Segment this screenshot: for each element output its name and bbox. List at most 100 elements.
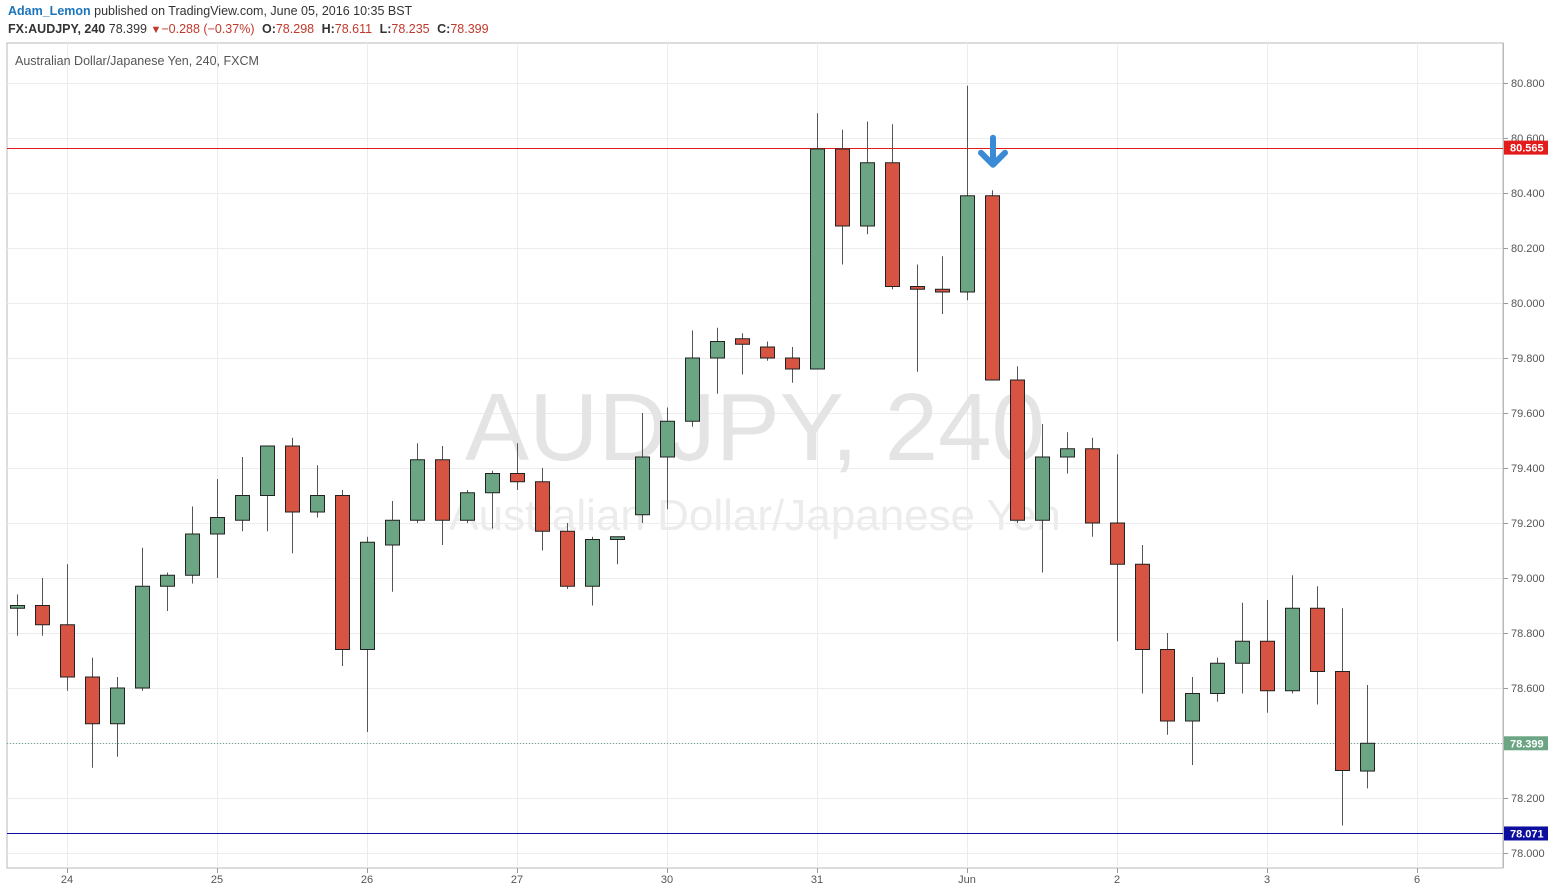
time-tick-label: 30 [661,874,673,886]
candle-down[interactable] [1135,563,1150,650]
price-tick-label: 80.200 [1511,243,1545,255]
time-tick-label: 25 [211,874,223,886]
price-tick-label: 79.600 [1511,408,1545,420]
candle-up[interactable] [160,574,175,587]
candle-down[interactable] [510,473,525,483]
candle-down[interactable] [985,195,1000,381]
candle-up[interactable] [685,357,700,422]
candle-up[interactable] [135,585,150,689]
candle-up[interactable] [260,445,275,496]
support-price-tag [1504,826,1548,841]
price-tick-label: 78.000 [1511,848,1545,860]
price-tick-label: 80.800 [1511,78,1545,90]
price-tick-label: 80.000 [1511,298,1545,310]
candle-up[interactable] [1185,693,1200,722]
candle-up[interactable] [485,473,500,494]
candle-down[interactable] [935,288,950,293]
plot-area [6,42,1504,869]
publish-info: Adam_Lemon published on TradingView.com,… [8,4,412,18]
price-tick-label: 79.400 [1511,463,1545,475]
candle-down[interactable] [1160,649,1175,722]
price-tick-label: 78.200 [1511,793,1545,805]
candle-up[interactable] [660,420,675,458]
time-tick-label: Jun [958,874,976,886]
watermark-symbol: AUDJPY, 240 [465,374,1045,481]
candle-down[interactable] [35,605,50,626]
candle-down[interactable] [285,445,300,513]
candle-up[interactable] [1035,456,1050,521]
candle-down[interactable] [1110,522,1125,565]
low-label: L: [379,22,392,36]
time-tick-label: 26 [361,874,373,886]
high-value: 78.611 [334,22,373,36]
candle-up[interactable] [585,539,600,587]
candle-up[interactable] [1060,448,1075,458]
candle-up[interactable] [410,459,425,521]
candle-up[interactable] [860,162,875,227]
candle-down[interactable] [1310,607,1325,672]
resistance-price-label: 80.565 [1510,143,1544,155]
candle-up[interactable] [710,341,725,359]
time-tick-label: 2 [1114,874,1120,886]
candle-up[interactable] [460,492,475,521]
time-tick-label: 27 [511,874,523,886]
resistance-price-tag [1504,140,1548,155]
candle-up[interactable] [1235,640,1250,664]
time-tick-label: 24 [61,874,73,886]
price-tick-label: 78.600 [1511,683,1545,695]
candle-down[interactable] [910,286,925,290]
price-change: −0.288 (−0.37%) [161,22,255,36]
candle-down[interactable] [735,338,750,345]
candle-down[interactable] [435,459,450,521]
down-arrow-icon[interactable] [978,134,1008,168]
candle-down[interactable] [85,676,100,725]
support-price-label: 78.071 [1510,828,1544,840]
time-tick-label: 3 [1264,874,1270,886]
price-tick-label: 79.800 [1511,353,1545,365]
candle-up[interactable] [310,495,325,513]
candle-up[interactable] [185,533,200,576]
price-tick-label: 79.000 [1511,573,1545,585]
candle-down[interactable] [1010,379,1025,521]
candle-up[interactable] [1210,662,1225,694]
candle-down[interactable] [560,530,575,587]
candle-up[interactable] [10,605,25,609]
candle-up[interactable] [635,456,650,516]
candle-down[interactable] [335,495,350,650]
candle-up[interactable] [360,541,375,650]
low-value: 78.235 [391,22,430,36]
candle-up[interactable] [110,687,125,725]
candle-down[interactable] [1085,448,1100,524]
watermark-name: Australian Dollar/Japanese Yen [449,491,1061,540]
open-label: O: [261,22,276,36]
candle-up[interactable] [210,517,225,535]
candle-up[interactable] [810,148,825,370]
candle-down[interactable] [1335,671,1350,771]
author-name[interactable]: Adam_Lemon [8,4,91,18]
candle-up[interactable] [1285,607,1300,692]
last_price-price-label: 78.399 [1510,738,1544,750]
candle-up[interactable] [960,195,975,293]
price-tick-label: 79.200 [1511,518,1545,530]
candle-up[interactable] [385,519,400,546]
candle-down[interactable] [1260,640,1275,692]
candle-up[interactable] [235,495,250,521]
candle-down[interactable] [535,481,550,532]
candle-down[interactable] [885,162,900,287]
candle-down[interactable] [835,148,850,227]
close-value: 78.399 [450,22,489,36]
published-text: published on TradingView.com, June 05, 2… [94,4,413,18]
close-label: C: [437,22,451,36]
candle-down[interactable] [760,346,775,359]
down-triangle-icon: ▼ [150,24,162,36]
candle-up[interactable] [1360,742,1375,772]
candle-down[interactable] [785,357,800,370]
price-tick-label: 80.400 [1511,188,1545,200]
candle-up[interactable] [610,536,625,540]
candle-down[interactable] [60,624,75,678]
ohlc-info: FX:AUDJPY, 240 78.399 ▼−0.288 (−0.37%) O… [8,22,489,36]
chart-title: Australian Dollar/Japanese Yen, 240, FXC… [15,54,259,68]
high-label: H: [321,22,335,36]
open-value: 78.298 [275,22,315,36]
